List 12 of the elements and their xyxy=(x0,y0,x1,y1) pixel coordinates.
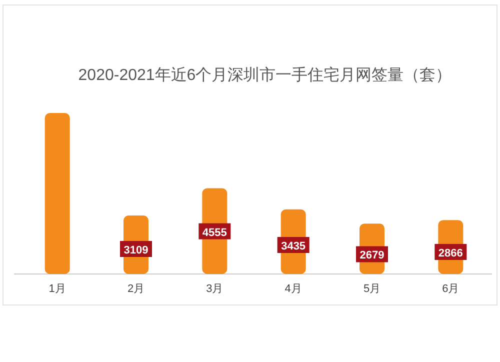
chart-title: 2020-2021年近6个月深圳市一手住宅月网签量（套） xyxy=(78,66,452,84)
x-tick-label: 6月 xyxy=(442,283,460,295)
data-label: 3435 xyxy=(281,240,306,252)
data-label: 4555 xyxy=(202,226,227,239)
x-tick-label: 5月 xyxy=(363,283,381,295)
x-tick-label: 4月 xyxy=(284,283,302,295)
data-label: 2866 xyxy=(438,247,463,260)
data-label: 3109 xyxy=(124,244,148,256)
x-tick-label: 1月 xyxy=(48,283,66,295)
data-label: 2679 xyxy=(360,250,384,262)
x-tick-label: 2月 xyxy=(127,283,145,295)
x-tick-label: 3月 xyxy=(206,283,224,295)
